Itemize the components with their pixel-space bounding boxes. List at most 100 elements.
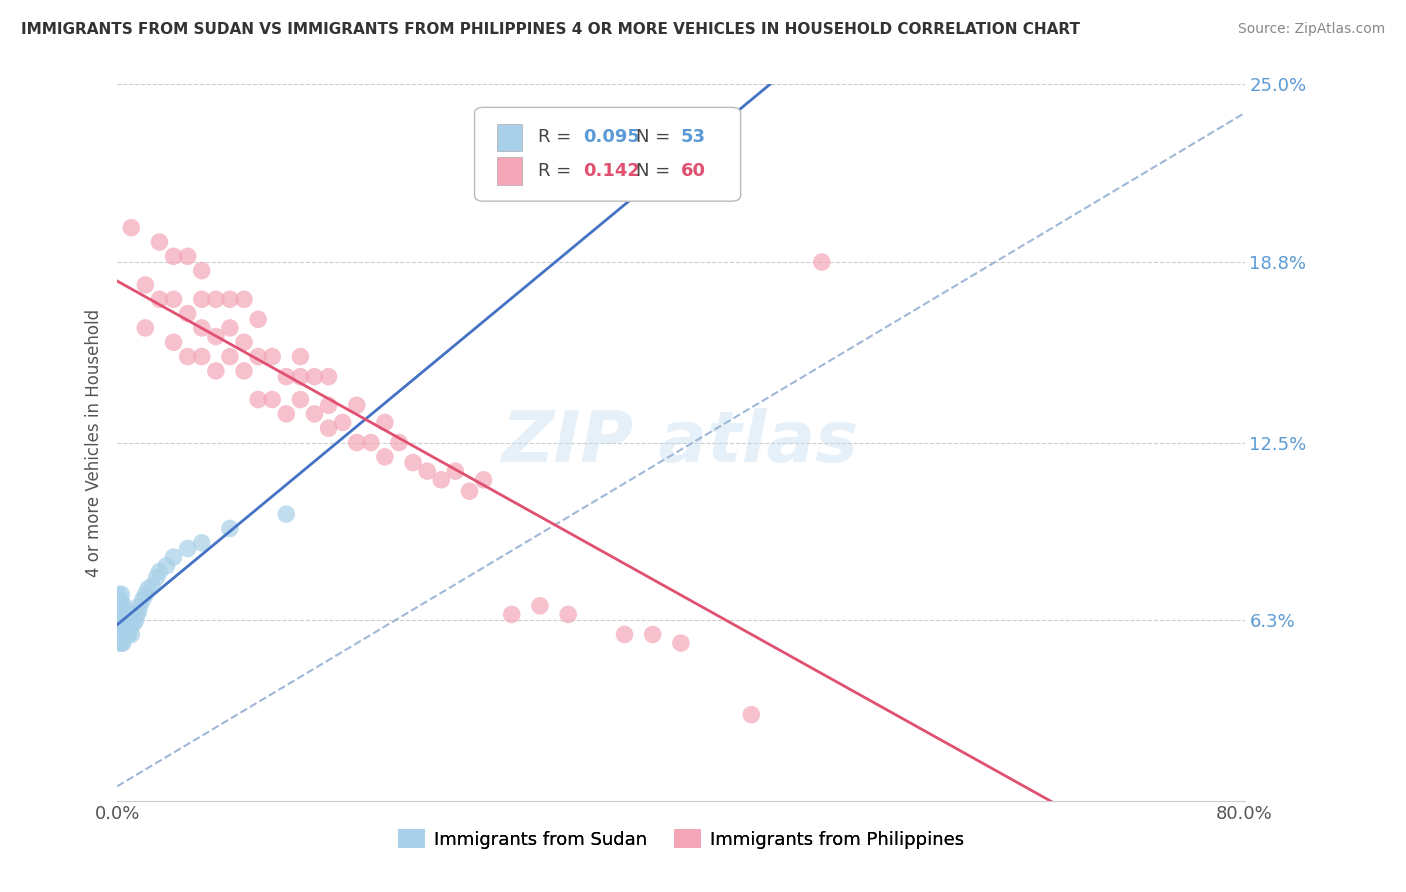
- Point: [318, 369, 340, 384]
- Point: [247, 392, 270, 407]
- Point: [388, 435, 411, 450]
- Point: [112, 627, 135, 641]
- Point: [233, 335, 256, 350]
- Point: [346, 435, 368, 450]
- Point: [112, 599, 135, 613]
- Point: [141, 579, 163, 593]
- Point: [205, 293, 228, 307]
- Point: [114, 607, 136, 622]
- Point: [111, 627, 134, 641]
- Point: [219, 321, 242, 335]
- Point: [148, 565, 170, 579]
- Point: [346, 398, 368, 412]
- Point: [108, 593, 131, 607]
- Point: [304, 369, 326, 384]
- Text: 53: 53: [681, 128, 706, 146]
- Point: [120, 607, 142, 622]
- Point: [120, 220, 142, 235]
- Point: [557, 607, 579, 622]
- Bar: [498, 124, 522, 151]
- Point: [120, 627, 142, 641]
- Point: [148, 293, 170, 307]
- Point: [444, 464, 467, 478]
- Point: [131, 593, 153, 607]
- Point: [127, 605, 149, 619]
- Point: [110, 636, 132, 650]
- FancyBboxPatch shape: [475, 107, 741, 202]
- Point: [112, 615, 135, 630]
- Point: [501, 607, 523, 622]
- Point: [107, 607, 129, 622]
- Point: [262, 392, 284, 407]
- Point: [110, 587, 132, 601]
- Text: N =: N =: [636, 128, 676, 146]
- Legend: Immigrants from Sudan, Immigrants from Philippines: Immigrants from Sudan, Immigrants from P…: [391, 822, 972, 856]
- Point: [290, 350, 312, 364]
- Point: [190, 321, 212, 335]
- Point: [124, 613, 146, 627]
- Point: [108, 607, 131, 622]
- Point: [108, 622, 131, 636]
- Point: [810, 255, 832, 269]
- Point: [176, 350, 198, 364]
- Point: [108, 615, 131, 630]
- Point: [110, 607, 132, 622]
- Point: [402, 456, 425, 470]
- Point: [155, 558, 177, 573]
- Point: [318, 421, 340, 435]
- Point: [118, 607, 141, 622]
- Point: [276, 369, 298, 384]
- Point: [111, 615, 134, 630]
- Text: N =: N =: [636, 162, 676, 180]
- Text: IMMIGRANTS FROM SUDAN VS IMMIGRANTS FROM PHILIPPINES 4 OR MORE VEHICLES IN HOUSE: IMMIGRANTS FROM SUDAN VS IMMIGRANTS FROM…: [21, 22, 1080, 37]
- Point: [290, 392, 312, 407]
- Point: [134, 321, 156, 335]
- Point: [318, 398, 340, 412]
- Point: [190, 263, 212, 277]
- Point: [176, 541, 198, 556]
- Point: [219, 350, 242, 364]
- Point: [136, 582, 159, 596]
- Point: [641, 627, 664, 641]
- Point: [117, 627, 139, 641]
- Point: [107, 599, 129, 613]
- Point: [114, 615, 136, 630]
- Point: [122, 615, 145, 630]
- Point: [332, 416, 354, 430]
- Point: [108, 636, 131, 650]
- Point: [176, 307, 198, 321]
- Point: [190, 293, 212, 307]
- Point: [107, 587, 129, 601]
- Bar: [498, 158, 522, 185]
- Point: [374, 450, 396, 464]
- Text: 60: 60: [681, 162, 706, 180]
- Point: [134, 277, 156, 292]
- Point: [148, 235, 170, 249]
- Point: [360, 435, 382, 450]
- Point: [190, 350, 212, 364]
- Point: [176, 249, 198, 263]
- Point: [205, 329, 228, 343]
- Point: [110, 599, 132, 613]
- Point: [128, 599, 150, 613]
- Text: 0.095: 0.095: [582, 128, 640, 146]
- Point: [430, 473, 453, 487]
- Point: [669, 636, 692, 650]
- Point: [262, 350, 284, 364]
- Point: [219, 521, 242, 535]
- Point: [111, 636, 134, 650]
- Y-axis label: 4 or more Vehicles in Household: 4 or more Vehicles in Household: [86, 309, 103, 576]
- Point: [472, 473, 495, 487]
- Point: [304, 407, 326, 421]
- Point: [162, 550, 184, 565]
- Point: [125, 607, 148, 622]
- Point: [276, 407, 298, 421]
- Point: [740, 707, 762, 722]
- Point: [416, 464, 439, 478]
- Point: [110, 627, 132, 641]
- Point: [290, 369, 312, 384]
- Point: [205, 364, 228, 378]
- Point: [162, 335, 184, 350]
- Point: [108, 599, 131, 613]
- Point: [247, 312, 270, 326]
